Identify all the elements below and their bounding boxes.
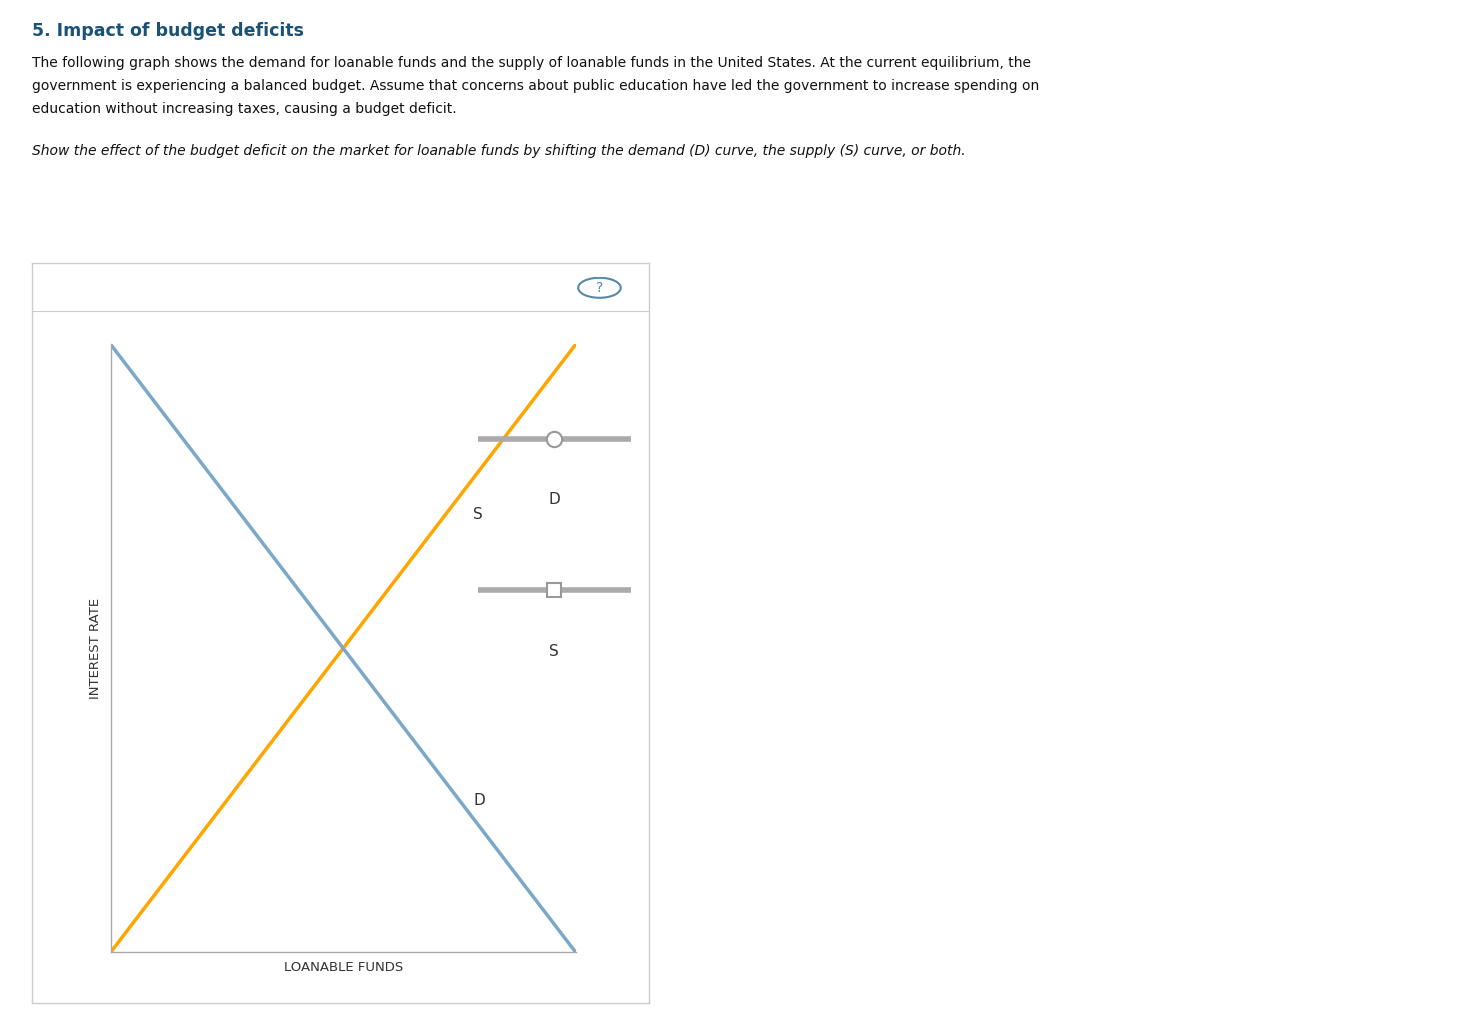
Text: ?: ? [596,281,604,295]
Text: D: D [549,492,559,508]
Text: D: D [474,793,486,807]
X-axis label: LOANABLE FUNDS: LOANABLE FUNDS [283,960,403,973]
Text: S: S [549,644,559,658]
Text: education without increasing taxes, causing a budget deficit.: education without increasing taxes, caus… [32,102,458,116]
Y-axis label: INTEREST RATE: INTEREST RATE [90,598,102,699]
Text: Show the effect of the budget deficit on the market for loanable funds by shifti: Show the effect of the budget deficit on… [32,144,967,158]
Text: government is experiencing a balanced budget. Assume that concerns about public : government is experiencing a balanced bu… [32,79,1039,93]
Text: S: S [474,508,483,522]
Text: The following graph shows the demand for loanable funds and the supply of loanab: The following graph shows the demand for… [32,56,1032,70]
Text: 5. Impact of budget deficits: 5. Impact of budget deficits [32,22,304,41]
